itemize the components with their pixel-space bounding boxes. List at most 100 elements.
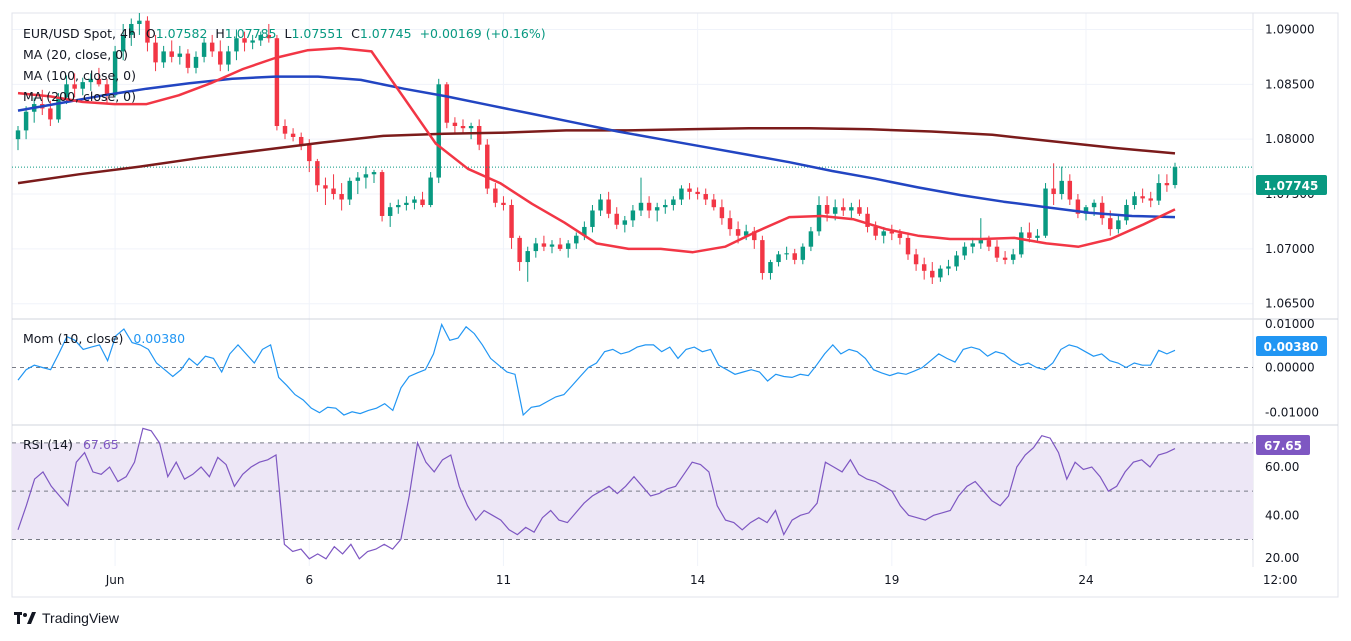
price-tick-label: 1.08500 [1265,77,1315,91]
candle-body [1099,202,1105,219]
candle-body [1075,199,1081,214]
candle-body [387,207,393,216]
candle-body [598,199,603,211]
mom-legend[interactable]: Mom (10, close) 0.00380 [23,331,185,346]
candle-body [841,207,846,211]
last-price-tag-bg [1256,175,1327,195]
candle-body [88,78,94,83]
candle-body [177,53,183,57]
tradingview-logo[interactable]: TradingView [14,610,119,626]
close-value: 1.07745 [360,26,412,41]
candle-body [493,188,498,203]
close-label: C [351,26,360,41]
candle-body [962,246,967,256]
candle-body [889,231,895,234]
candle-body [1035,235,1040,238]
candle-body [428,177,433,205]
candle-body [48,108,53,120]
candle-body [865,213,870,227]
mom-last-label: 0.00380 [1264,340,1319,354]
candle-body [452,122,458,127]
ohlc-legend: EUR/USD Spot, 4h O1.07582 H1.07785 L1.07… [23,26,546,41]
candle-body [565,243,571,249]
candle-body [541,243,547,247]
candle-body [1010,254,1016,260]
candle-body [719,207,725,219]
candle-body [1027,232,1032,238]
candle-body [646,202,652,211]
candle-body [768,262,773,274]
mom-value: 0.00380 [133,331,185,346]
candle-body [533,243,539,252]
candle-body [930,270,935,278]
legend-ma200[interactable]: MA (200, close, 0) [23,89,136,104]
candle-body [331,188,336,195]
candle-body [436,84,441,178]
time-tick-label: 6 [305,573,313,587]
rsi-tick-label: 60.00 [1265,460,1299,474]
candle-body [703,194,708,200]
rsi-legend[interactable]: RSI (14) 67.65 [23,437,119,452]
candle-body [15,130,21,140]
rsi-last-tag: 67.65 [1256,435,1310,455]
candle-body [808,231,814,247]
candle-body [913,254,919,265]
last-price-label: 1.07745 [1264,179,1319,193]
candle-body [274,38,280,127]
candle-body [1059,180,1064,195]
candle-body [185,53,191,68]
price-tick-label: 1.06500 [1265,297,1315,311]
candle-body [137,20,142,24]
moving-averages [17,46,1176,254]
legend-ma20[interactable]: MA (20, close, 0) [23,47,128,62]
candle-body [226,51,231,65]
legend-ma100[interactable]: MA (100, close, 0) [23,68,136,83]
candle-body [412,199,417,203]
candle-body [460,126,466,129]
candle-body [96,78,102,85]
low-value: 1.07551 [291,26,343,41]
candle-body [476,126,482,145]
candle-body [161,51,166,63]
rsi-last-label: 67.65 [1264,439,1302,453]
tradingview-logo-icon [14,612,36,624]
chart-frame [11,12,1339,598]
open-value: 1.07582 [156,26,208,41]
candle-body [444,84,450,123]
mom-last-tag: 0.00380 [1256,336,1327,356]
candle-body [614,213,619,225]
candle-body [1002,257,1008,260]
candle-body [250,40,255,43]
candle-body [582,226,587,236]
change-value: +0.00169 (+0.16%) [420,26,546,41]
candle-body [897,233,903,238]
candle-body [946,266,951,269]
low-label: L [284,26,291,41]
candle-body [298,136,304,145]
candle-body [307,144,312,162]
open-label: O [146,26,156,41]
candle-body [56,97,61,120]
candle-body [743,231,749,236]
candle-body [881,231,886,236]
candle-body [80,82,85,89]
rsi-indicator [12,427,1253,560]
candle-body [404,202,409,205]
candle-body [72,84,77,89]
candle-body [379,172,385,216]
candle-body [954,255,959,267]
candle-body [1043,188,1048,236]
candle-body [752,231,757,241]
candle-body [258,34,263,41]
rsi-title: RSI (14) [23,437,73,452]
candle-body [800,246,806,260]
candle-body [1067,180,1073,200]
candle-body [104,84,110,96]
candle-body [873,226,878,236]
high-value: 1.07785 [225,26,277,41]
candle-body [509,204,514,238]
candle-body [120,34,126,52]
candle-body [776,254,781,263]
